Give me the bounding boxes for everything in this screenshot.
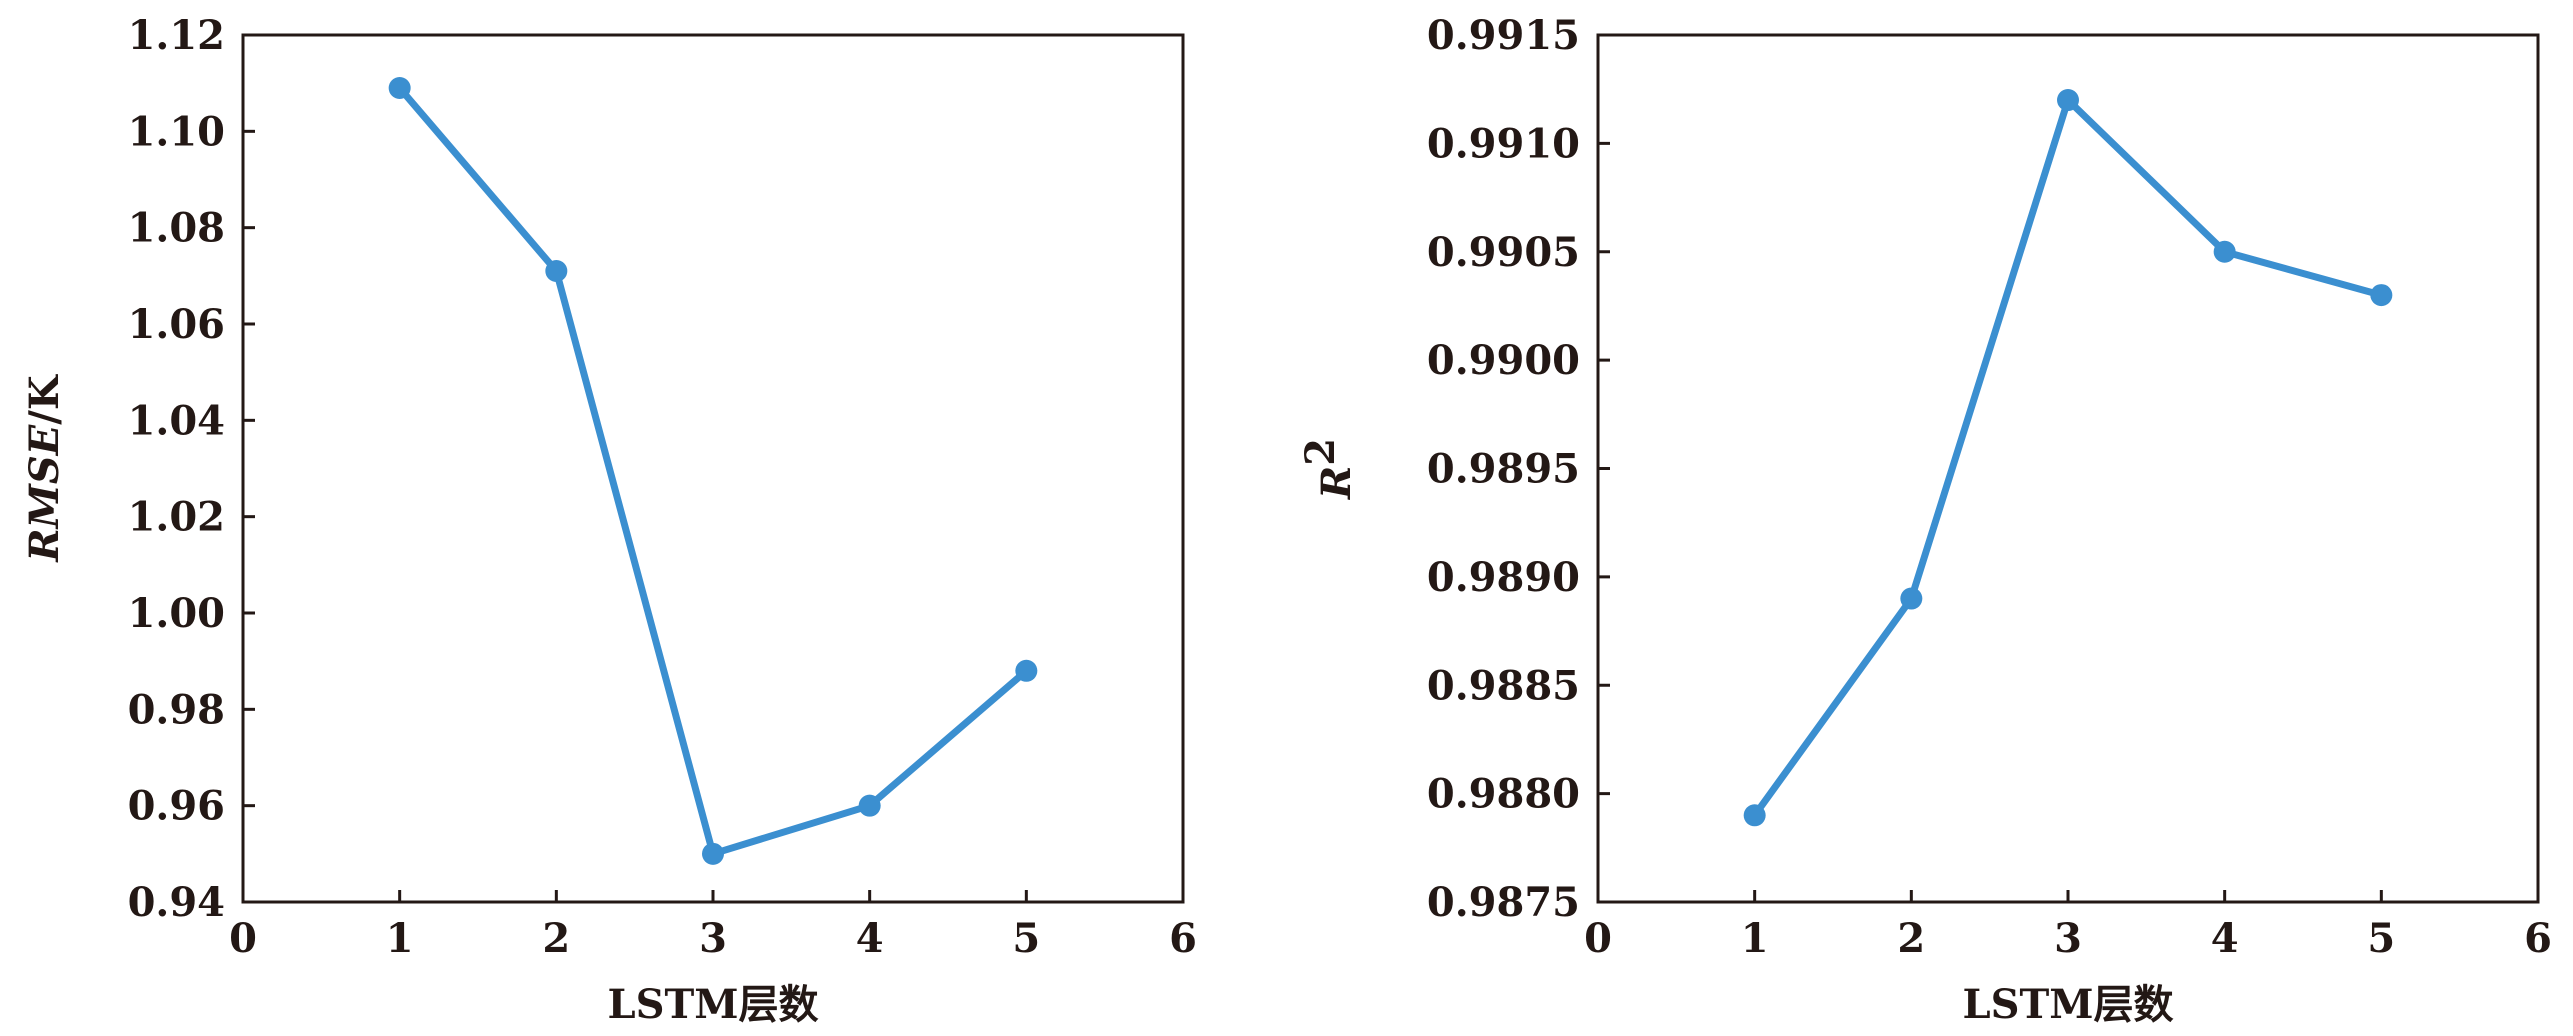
rmse-y-axis-title-main: RMSE [21,424,68,562]
r2-y-tick-label: 0.9900 [1427,337,1580,384]
rmse-data-point [545,260,568,283]
r2-series-line [1751,96,2385,819]
rmse-y-axis-title: RMSE/K [21,374,68,563]
rmse-y-tick-label: 1.12 [128,12,225,59]
r2-data-point [2213,240,2236,263]
r2-y-tick-label: 0.9915 [1427,12,1580,59]
r2-x-axis-title: LSTM层数 [1962,981,2173,1028]
rmse-y-tick-label: 1.06 [128,301,225,348]
rmse-x-tick-label: 1 [386,915,414,962]
r2-y-tick-label: 0.9875 [1427,879,1580,926]
r2-x-tick-label: 6 [2524,915,2552,962]
r2-y-tick-label: 0.9890 [1427,554,1580,601]
r2-y-tick-label: 0.9885 [1427,662,1580,709]
rmse-x-tick-label: 2 [542,915,570,962]
rmse-x-axis-title: LSTM层数 [607,981,818,1028]
rmse-y-tick-label: 1.10 [128,108,225,155]
rmse-y-tick-label: 1.04 [128,397,225,444]
r2-x-tick-label: 3 [2054,915,2082,962]
rmse-y-axis-title-unit: /K [21,374,68,425]
rmse-x-tick-label: 3 [699,915,727,962]
r2-y-tick-label: 0.9880 [1427,771,1580,818]
rmse-x-tick-label: 6 [1169,915,1197,962]
r2-y-tick-label: 0.9910 [1427,120,1580,167]
r2-x-tick-label: 1 [1741,915,1769,962]
rmse-x-tick-label: 4 [856,915,884,962]
r2-y-axis-title-sup: 2 [1297,438,1344,466]
rmse-chart: 0 1 2 3 4 5 6 0.94 0.96 0.98 1.00 1.02 1.04 1.06 1.08 1… [0,0,1280,1036]
r2-y-tick-label: 0.9895 [1427,446,1580,493]
r2-x-tick-label: 5 [2367,915,2395,962]
rmse-chart-svg: 0 1 2 3 4 5 6 0.94 0.96 0.98 1.00 1.02 1.04 1.06 1.08 1… [21,12,1197,1028]
r2-plot-frame [1596,33,2540,904]
r2-x-tick-label: 0 [1584,915,1612,962]
rmse-y-tick-label: 0.96 [128,783,225,830]
r2-data-point [1900,587,1923,610]
rmse-plot-frame [241,33,1185,904]
r2-data-point [1743,804,1766,827]
rmse-data-point [702,842,724,865]
rmse-y-tick-label: 1.02 [128,494,225,541]
rmse-y-tick-label: 0.94 [128,879,225,926]
rmse-x-tick-label: 5 [1012,915,1040,962]
r2-data-point [2370,284,2393,307]
r2-x-tick-label: 2 [1897,915,1925,962]
rmse-y-tick-label: 0.98 [128,686,225,733]
rmse-data-point [388,76,411,99]
rmse-data-point [858,794,881,817]
r2-x-tick-label: 4 [2211,915,2239,962]
r2-y-tick-label: 0.9905 [1427,229,1580,276]
rmse-y-tick-label: 1.08 [128,205,225,252]
rmse-x-tick-label: 0 [229,915,257,962]
r2-y-axis-title: R2 [1297,438,1360,500]
r2-chart: 0 1 2 3 4 5 6 0.9875 0.9880 0.9885 0.9890 0.9895 0.9… [1280,0,2573,1036]
r2-chart-svg: 0 1 2 3 4 5 6 0.9875 0.9880 0.9885 0.9890 0.9895 0.9… [1297,12,2552,1028]
rmse-data-point [1015,659,1038,682]
rmse-series-line [396,84,1030,858]
rmse-y-tick-label: 1.00 [128,590,225,637]
r2-y-axis-title-main: R [1313,466,1360,500]
r2-data-point [2057,89,2079,112]
